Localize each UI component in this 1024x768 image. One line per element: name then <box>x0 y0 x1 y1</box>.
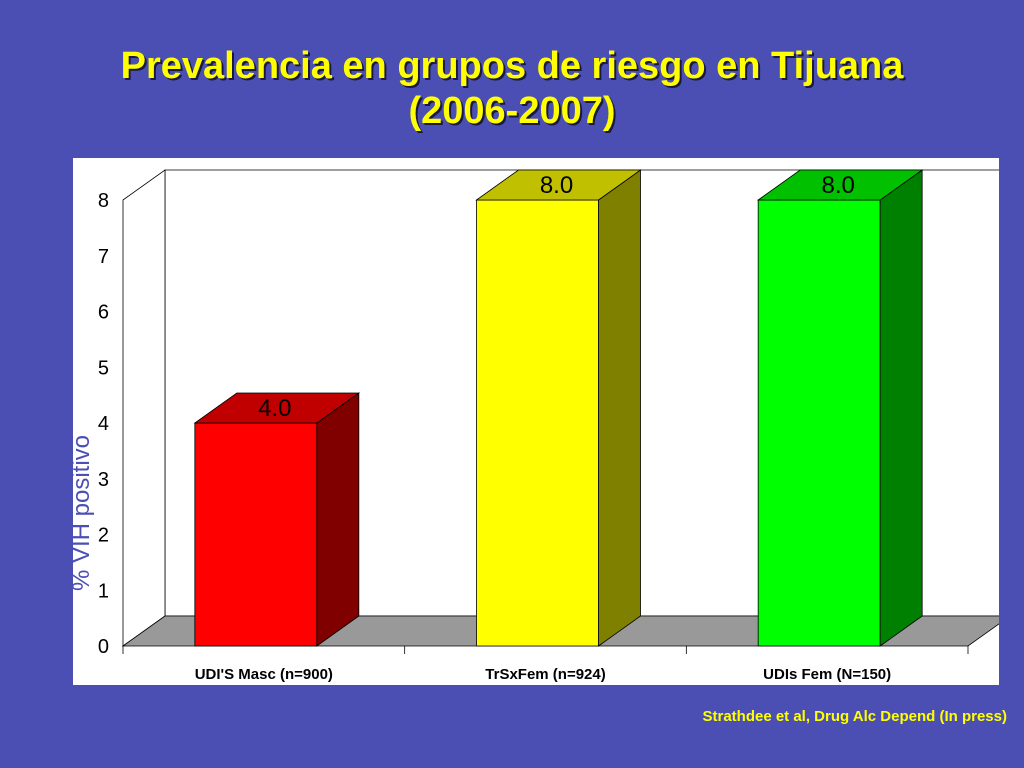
y-axis-title: % VIH positivo <box>73 435 95 591</box>
bar-side <box>879 169 923 647</box>
slide-title: Prevalencia en grupos de riesgo en Tijua… <box>0 44 1024 134</box>
x-tick-label: UDIs Fem (N=150) <box>763 666 891 683</box>
y-tick-label: 3 <box>98 469 109 491</box>
bar-top <box>756 169 924 201</box>
y-tick-label: 7 <box>98 246 109 268</box>
bar-top <box>475 169 642 201</box>
bar-data-label: 4.0 <box>258 395 291 422</box>
x-tick-label: TrSxFem (n=924) <box>485 666 605 683</box>
bar-data-label: 8.0 <box>540 172 573 199</box>
chart-panel: 0 1 2 3 4 5 6 7 8 % VIH positivo 4.0 UDI'S Masc (n=… <box>73 158 999 685</box>
bar-front <box>476 199 599 647</box>
bar-side <box>316 392 360 647</box>
y-tick-label: 0 <box>98 636 109 658</box>
y-tick-label: 4 <box>98 413 109 435</box>
y-tick-label: 2 <box>98 525 109 547</box>
bar-front <box>194 422 318 647</box>
slide-title-line2: (2006-2007) <box>408 90 616 132</box>
y-tick-label: 6 <box>98 302 109 324</box>
y-tick-label: 8 <box>98 190 109 212</box>
citation: Strathdee et al, Drug Alc Depend (In pre… <box>702 708 1007 725</box>
side-wall <box>122 169 166 647</box>
slide-title-line1: Prevalencia en grupos de riesgo en Tijua… <box>120 45 904 87</box>
y-tick-label: 5 <box>98 357 109 379</box>
bar-side <box>598 169 641 647</box>
bar-top <box>193 392 361 424</box>
bar-chart: 0 1 2 3 4 5 6 7 8 % VIH positivo 4.0 UDI'S Masc (n=… <box>73 169 999 683</box>
y-tick-label: 1 <box>98 580 109 602</box>
bar-data-label: 8.0 <box>821 172 854 199</box>
bar-front <box>757 199 881 647</box>
x-tick-label: UDI'S Masc (n=900) <box>195 666 333 683</box>
